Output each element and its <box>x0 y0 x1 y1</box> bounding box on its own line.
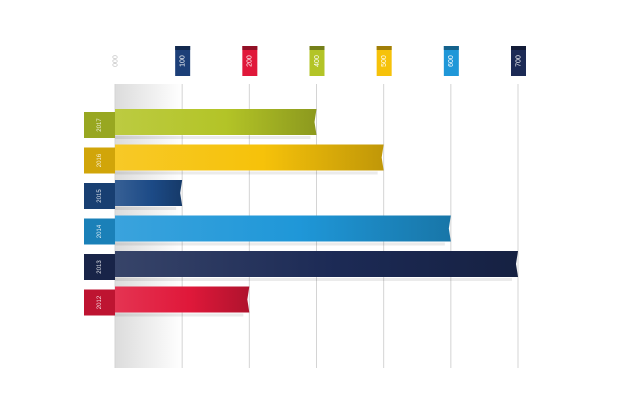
tick-2: 200 <box>242 46 258 76</box>
category-label: 2017 <box>97 118 103 132</box>
bar <box>115 109 317 135</box>
tick-tag-fold <box>175 46 191 50</box>
tick-tag-fold <box>242 46 258 50</box>
tick-tag-fold <box>309 46 325 50</box>
bar-shadow <box>115 136 311 139</box>
tick-tag <box>511 46 526 76</box>
category-tab <box>84 254 115 280</box>
bar-group-2015: 2015 <box>84 180 183 210</box>
bar <box>115 286 250 313</box>
category-tab <box>84 183 115 209</box>
x-axis-ticks: 000 100 200 400 500 600 700 <box>112 46 526 76</box>
bar-shadow <box>115 278 512 281</box>
category-label: 2013 <box>97 260 103 274</box>
tick-label: 500 <box>381 55 388 67</box>
category-label: 2016 <box>97 153 103 167</box>
category-label: 2014 <box>97 224 103 238</box>
bar-shadow <box>115 171 378 175</box>
category-label: 2015 <box>97 189 103 203</box>
bar <box>115 180 183 206</box>
tick-label: 200 <box>247 55 254 67</box>
tick-tag <box>443 46 459 76</box>
tick-label: 700 <box>515 55 522 67</box>
tick-6: 700 <box>511 46 526 76</box>
bar-group-2014: 2014 <box>84 215 451 246</box>
bar <box>115 251 518 277</box>
bar-group-2016: 2016 <box>84 144 384 175</box>
tick-label: 100 <box>180 55 187 67</box>
category-tab <box>84 147 115 174</box>
bar-group-2013: 2013 <box>84 251 518 281</box>
bar <box>115 215 451 242</box>
bar-shadow <box>115 242 445 246</box>
tick-label: 600 <box>448 55 455 67</box>
tick-tag-fold <box>443 46 459 50</box>
bar-shadow <box>115 313 244 317</box>
tick-tag-fold <box>511 46 526 50</box>
tick-4: 500 <box>376 46 392 76</box>
bar <box>115 144 384 171</box>
tick-label: 400 <box>314 55 321 67</box>
tick-3: 400 <box>309 46 325 76</box>
tick-label: 000 <box>112 55 119 67</box>
tick-tag <box>175 46 191 76</box>
category-tab <box>84 289 115 316</box>
bar-group-2012: 2012 <box>84 286 250 317</box>
tick-tag <box>376 46 392 76</box>
tick-0: 000 <box>112 55 119 67</box>
tick-1: 100 <box>175 46 191 76</box>
category-tab <box>84 218 115 245</box>
bars: 2017 2016 2015 2014 2013 2012 <box>84 109 518 317</box>
category-tab <box>84 112 115 138</box>
bar-shadow <box>115 207 177 210</box>
tick-tag <box>242 46 258 76</box>
tick-tag-fold <box>376 46 392 50</box>
category-label: 2012 <box>97 295 103 309</box>
tick-tag <box>309 46 325 76</box>
tick-5: 600 <box>443 46 459 76</box>
bar-group-2017: 2017 <box>84 109 317 139</box>
